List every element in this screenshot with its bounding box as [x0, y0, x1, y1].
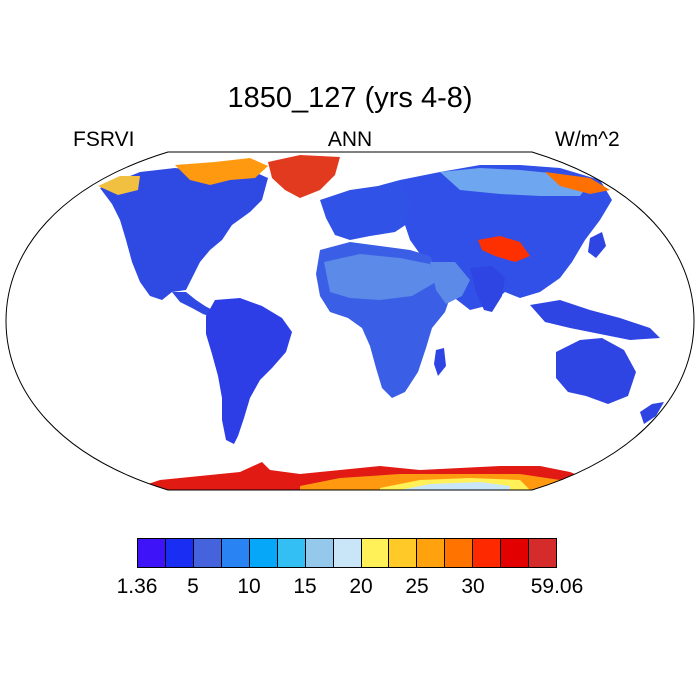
india-landmass: [470, 266, 505, 312]
units-label: W/m^2: [555, 128, 620, 151]
antarctica-core-region: [400, 482, 510, 490]
central-america-landmass: [172, 292, 216, 318]
europe-landmass: [320, 180, 425, 240]
colorbar-swatch: [333, 539, 362, 567]
colorbar-swatch: [529, 539, 557, 567]
colorbar-swatch: [193, 539, 222, 567]
variable-label: FSRVI: [73, 128, 135, 151]
colorbar-swatch: [445, 539, 474, 567]
colorbar-tick-label: 59.06: [530, 575, 584, 598]
colorbar-tick-label: 25: [405, 575, 429, 598]
tibetan-plateau-region: [478, 236, 530, 262]
colorbar-swatch: [165, 539, 194, 567]
colorbar-swatch: [221, 539, 250, 567]
colorbar-swatch: [361, 539, 390, 567]
north-america-landmass: [100, 168, 268, 300]
alaska-region: [98, 176, 140, 195]
colorbar-swatch: [473, 539, 502, 567]
colorbar-swatch: [277, 539, 306, 567]
colorbar-tick-label: 20: [349, 575, 373, 598]
colorbar: [137, 538, 557, 568]
new-zealand-landmass: [640, 402, 664, 424]
season-label: ANN: [327, 128, 373, 151]
canadian-arctic-region: [175, 158, 268, 185]
australia-landmass: [556, 338, 636, 404]
colorbar-tick-label: 30: [461, 575, 485, 598]
colorbar-swatch: [305, 539, 334, 567]
colorbar-swatch: [138, 539, 166, 567]
colorbar-tick-label: 1.36: [116, 575, 158, 598]
colorbar-tick-label: 10: [237, 575, 261, 598]
plot-title: 1850_127 (yrs 4-8): [227, 82, 473, 114]
colorbar-swatch: [417, 539, 446, 567]
map-border: [5, 151, 695, 491]
sahara-region: [324, 254, 436, 300]
colorbar-tick-label: 5: [187, 575, 199, 598]
japan-landmass: [588, 232, 606, 258]
colorbar-swatch: [249, 539, 278, 567]
colorbar-tick-label: 15: [293, 575, 317, 598]
madagascar-landmass: [434, 348, 446, 376]
arabian-peninsula-landmass: [430, 262, 470, 304]
colorbar-swatch: [501, 539, 530, 567]
colorbar-swatch: [389, 539, 418, 567]
southeast-asia-islands: [530, 300, 660, 340]
arctic-coast-region: [545, 172, 610, 194]
south-america-landmass: [206, 298, 292, 444]
greenland-landmass: [268, 155, 340, 198]
